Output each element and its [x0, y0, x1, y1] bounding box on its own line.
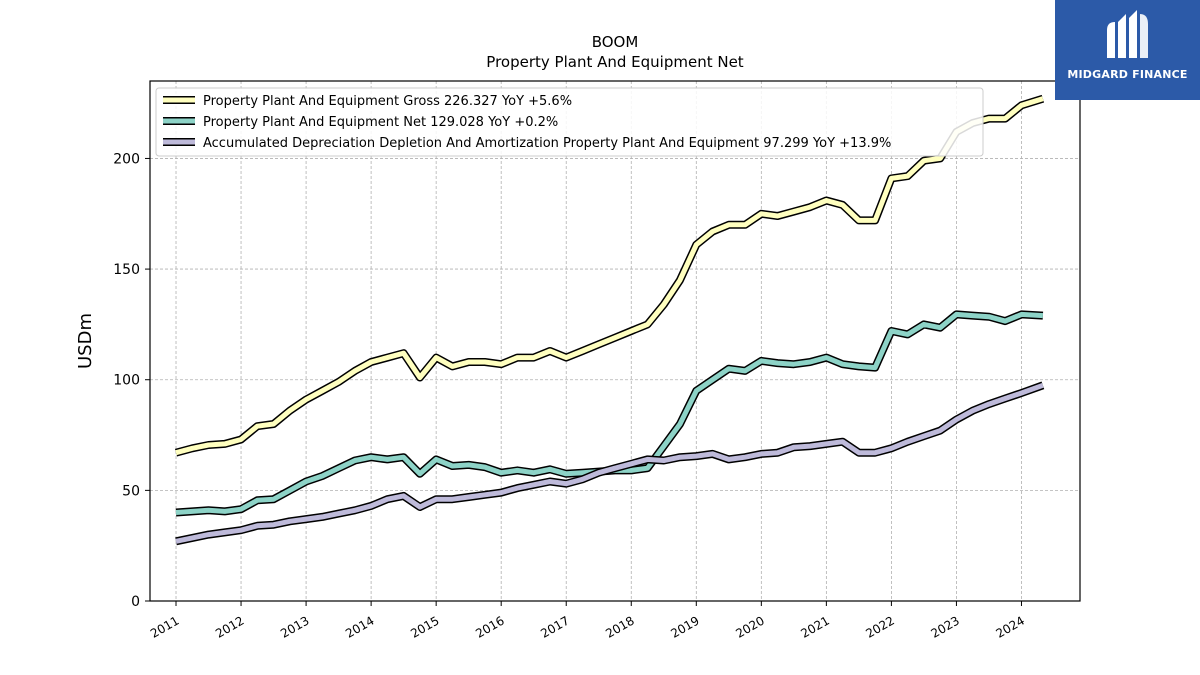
x-tick-label: 2021 — [798, 613, 831, 640]
brand-logo: MIDGARD FINANCE — [1055, 0, 1200, 100]
x-tick-label: 2011 — [148, 613, 181, 640]
x-tick-label: 2024 — [994, 613, 1027, 640]
y-axis-label: USDm — [75, 313, 96, 369]
y-tick-label: 100 — [113, 373, 140, 389]
legend-box — [155, 87, 984, 157]
x-tick-label: 2015 — [408, 613, 441, 640]
y-tick-label: 50 — [122, 483, 140, 499]
x-tick-label: 2018 — [603, 613, 636, 640]
grid — [150, 81, 1080, 602]
plot-frame — [149, 80, 1081, 602]
x-tick-label: 2012 — [213, 613, 246, 640]
x-tick-label: 2013 — [278, 613, 311, 640]
series-layer — [174, 94, 1045, 546]
x-tick-label: 2017 — [538, 613, 571, 640]
series-line-1 — [175, 96, 1044, 456]
chart-title: BOOM — [592, 33, 639, 51]
chart-subtitle: Property Plant And Equipment Net — [486, 53, 743, 71]
series-line-3 — [175, 382, 1044, 544]
legend-label: Property Plant And Equipment Gross 226.3… — [203, 94, 572, 109]
x-tick-label: 2020 — [733, 613, 766, 640]
x-tick-label: 2016 — [473, 613, 506, 640]
axes: 0 50 100 150 200 2011 2012 2013 2014 2015 2016 2017… — [113, 151, 1027, 640]
y-tick-label: 200 — [113, 151, 140, 167]
logo-mark-icon — [1107, 10, 1148, 58]
x-tick-label: 2014 — [343, 613, 376, 640]
x-tick-label: 2023 — [928, 613, 961, 640]
brand-name: MIDGARD FINANCE — [1067, 68, 1188, 81]
legend-label: Property Plant And Equipment Net 129.028… — [203, 115, 558, 130]
y-tick-label: 150 — [113, 262, 140, 278]
legend-label: Accumulated Depreciation Depletion And A… — [203, 136, 891, 151]
x-tick-label: 2022 — [863, 613, 896, 640]
legend: Property Plant And Equipment Gross 226.3… — [155, 87, 984, 157]
y-tick-label: 0 — [131, 594, 140, 610]
x-tick-label: 2019 — [668, 613, 701, 640]
